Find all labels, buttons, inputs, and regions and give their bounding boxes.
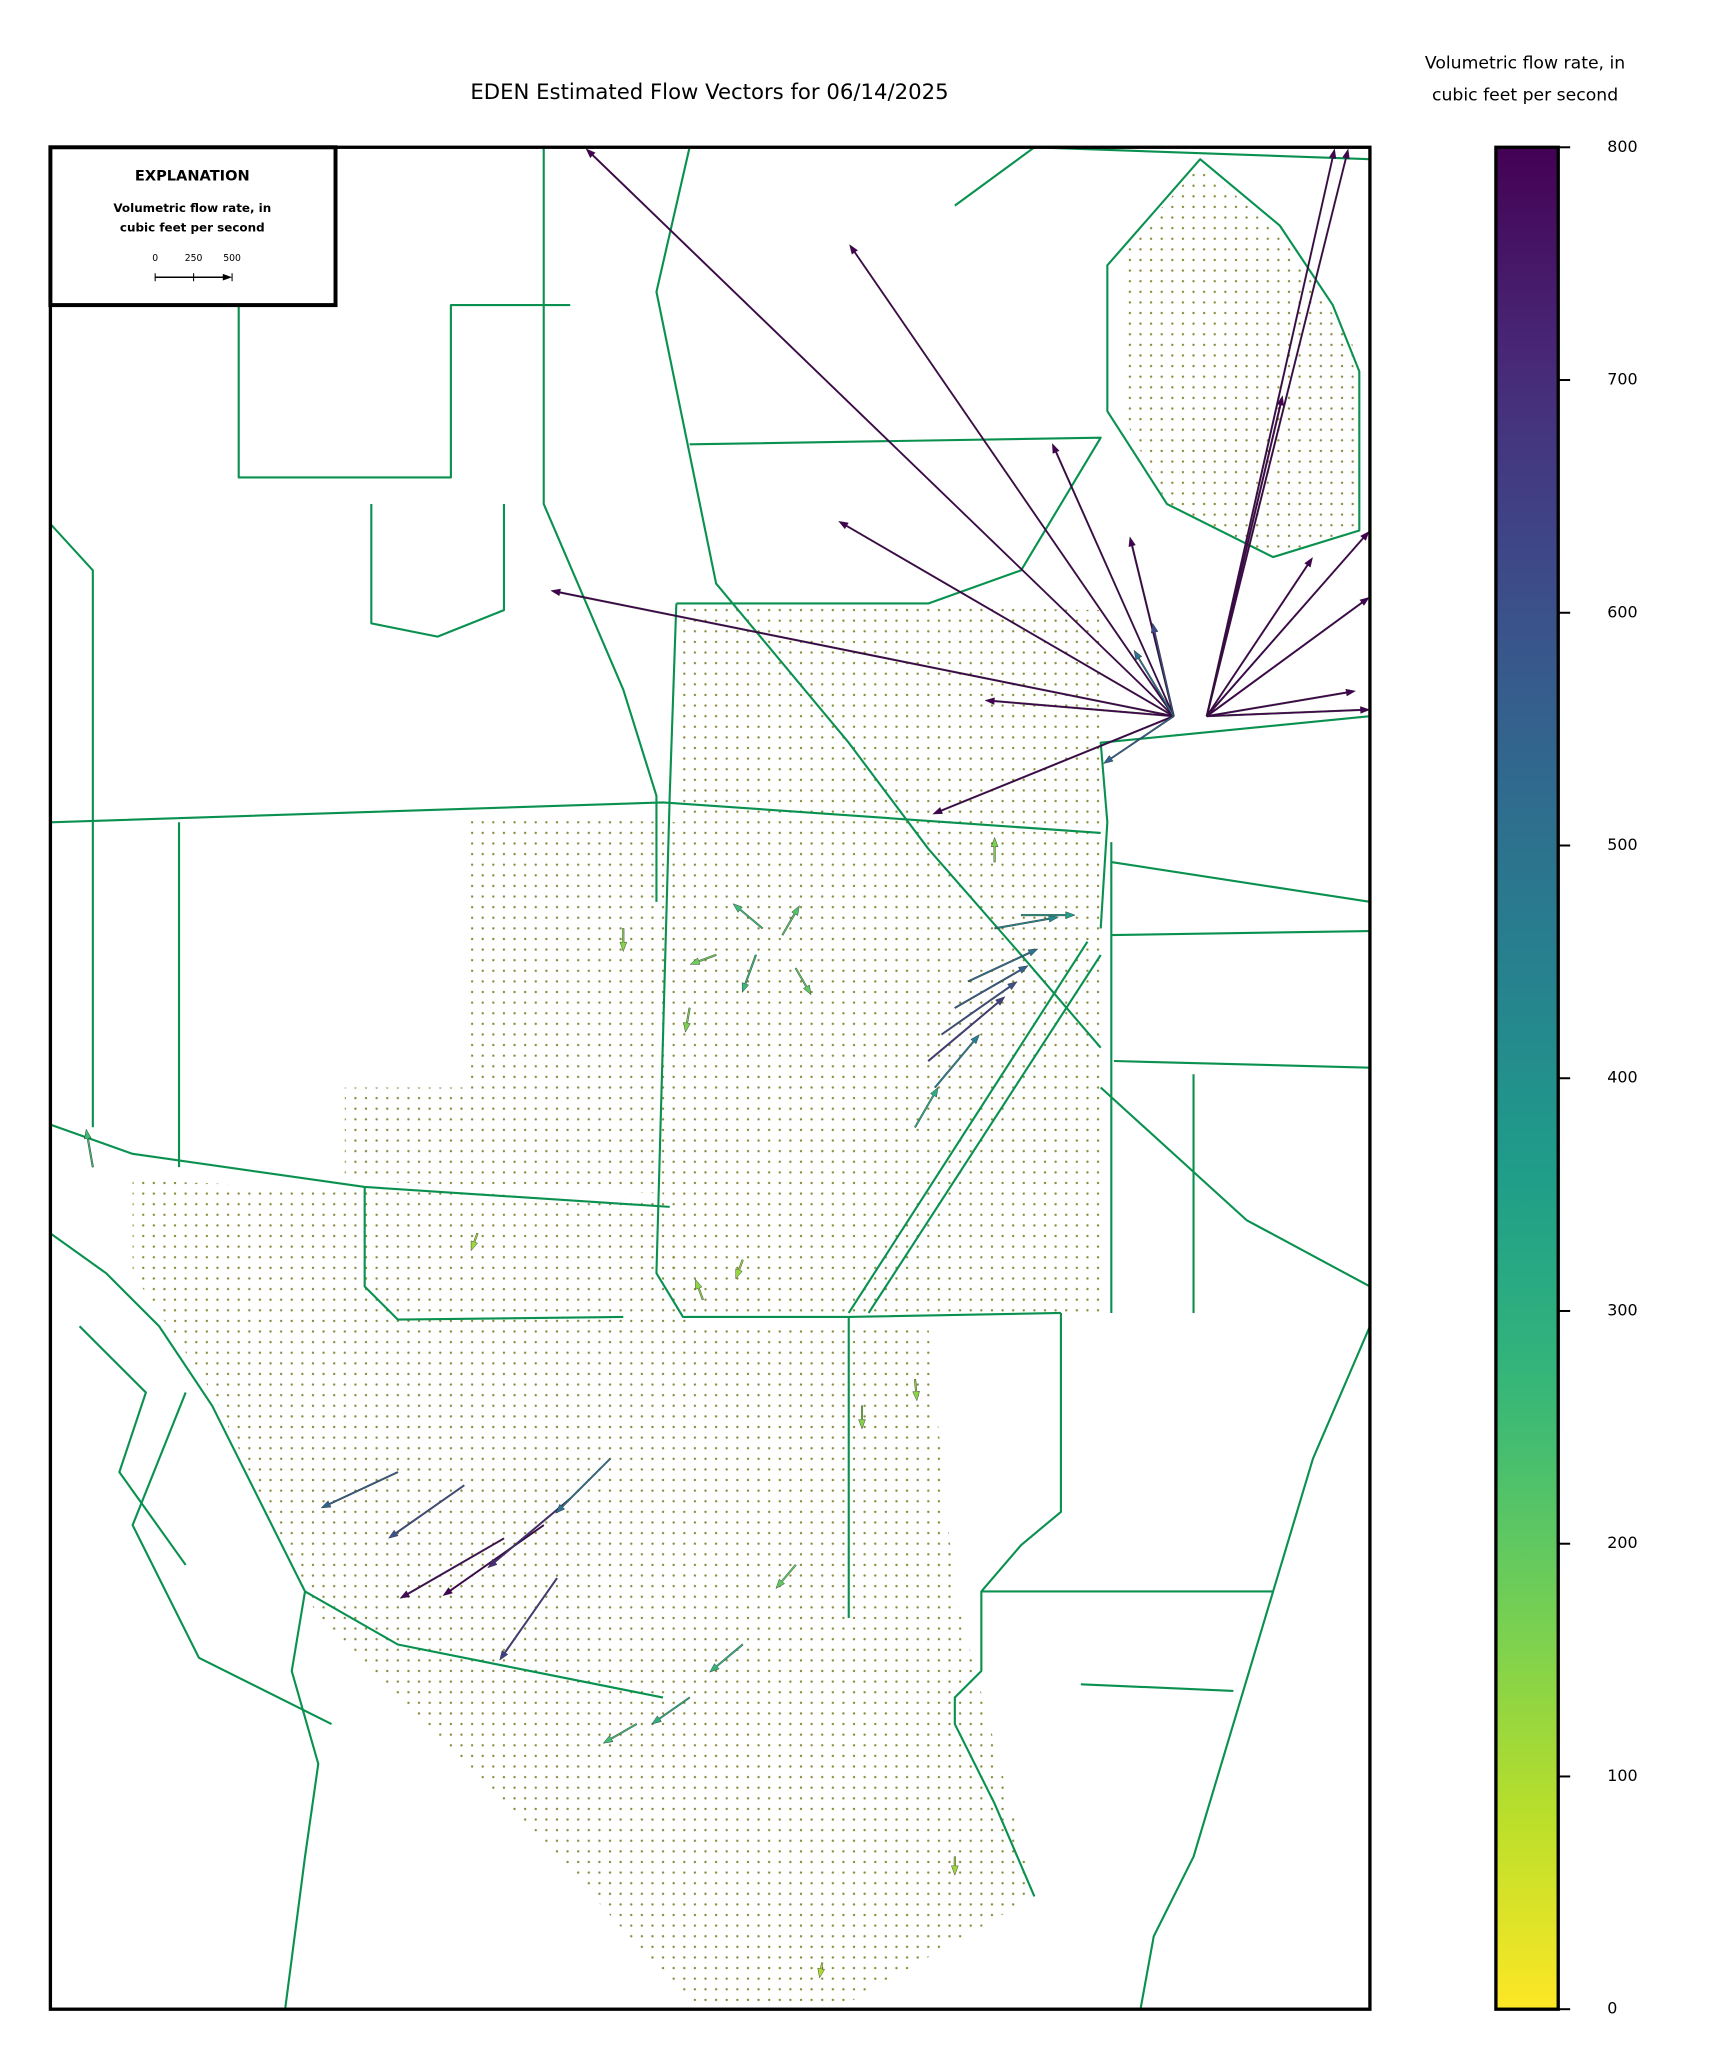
- flow-vector: [1150, 622, 1175, 717]
- flow-vector: [951, 1856, 959, 1876]
- colorbar-tick-label: 700: [1607, 370, 1637, 389]
- flow-vector: [555, 1458, 611, 1514]
- flow-vector: [858, 1405, 866, 1430]
- flow-vector: [399, 1537, 505, 1599]
- flow-vector: [1052, 443, 1175, 717]
- flow-vector: [689, 953, 717, 965]
- colorbar-tick-label: 400: [1607, 1068, 1637, 1087]
- colorbar-tick-label: 500: [1607, 835, 1637, 854]
- flow-vector: [984, 697, 1175, 718]
- scale-arrow: 0 250 500: [152, 253, 241, 282]
- flow-vector: [735, 1259, 744, 1280]
- flow-vector: [1206, 688, 1357, 718]
- flow-vector: [775, 1564, 797, 1589]
- flow-vector: [550, 588, 1175, 718]
- explanation-box: EXPLANATION Volumetric flow rate, in cub…: [48, 145, 338, 308]
- flow-vector: [683, 1007, 691, 1033]
- colorbar-tick-label: 100: [1607, 1766, 1637, 1785]
- map-frame: [48, 145, 1372, 2011]
- flow-vector: [1103, 715, 1175, 764]
- colorbar-label: cubic feet per second: [1432, 86, 1618, 106]
- canals: [50, 147, 1370, 2010]
- colorbar: [1494, 145, 1560, 2011]
- explanation-label: Volumetric flow rate, in: [113, 201, 271, 215]
- explanation-heading: EXPLANATION: [135, 167, 250, 184]
- colorbar-label: Volumetric flow rate, in: [1425, 54, 1625, 74]
- scale-label: 0: [152, 253, 158, 264]
- flow-vector: [1205, 596, 1370, 718]
- flow-vector: [794, 967, 812, 996]
- scale-label: 250: [185, 253, 203, 264]
- flow-vector: [940, 981, 1018, 1036]
- flow-vector: [651, 1696, 691, 1725]
- flow-vector: [1205, 148, 1337, 717]
- colorbar-tick-label: 800: [1607, 137, 1637, 156]
- flow-vector: [695, 1278, 704, 1301]
- flow-vector: [849, 244, 1175, 717]
- colorbar-tick-label: 200: [1607, 1533, 1637, 1552]
- flow-vector: [709, 1643, 744, 1673]
- colorbar-tick-label: 300: [1607, 1300, 1637, 1319]
- flow-vectors: [84, 148, 1370, 1979]
- flow-vector: [927, 996, 1006, 1062]
- flow-vector: [781, 905, 800, 936]
- map-title: EDEN Estimated Flow Vectors for 06/14/20…: [470, 80, 948, 105]
- flow-vector: [932, 715, 1175, 815]
- colorbar-tick-label: 600: [1607, 602, 1637, 621]
- flow-vector: [990, 836, 999, 863]
- flow-vector: [585, 148, 1175, 718]
- flow-vector: [954, 965, 1029, 1009]
- flow-vector: [1020, 911, 1076, 919]
- map: [50, 147, 1370, 2010]
- flow-vector: [619, 928, 628, 953]
- flow-vector: [967, 948, 1039, 983]
- colorbar-ticks: 0 100 200 300 400 500 600 700 800: [1558, 137, 1638, 2018]
- flow-vector: [1205, 556, 1313, 717]
- flow-vector: [732, 903, 764, 930]
- flow-vector: [838, 520, 1175, 718]
- flow-vector: [84, 1128, 94, 1168]
- grid-points: [132, 165, 1360, 2003]
- flow-vector: [499, 1577, 558, 1661]
- flow-vector: [1205, 395, 1284, 717]
- flow-vector: [602, 1723, 638, 1744]
- colorbar-tick-label: 0: [1607, 1999, 1617, 2018]
- flow-vector: [1133, 649, 1175, 717]
- scale-label: 500: [223, 253, 241, 264]
- flow-vector: [1205, 530, 1370, 718]
- flow-vector: [1206, 706, 1370, 718]
- flow-vector: [912, 1378, 920, 1402]
- explanation-label: cubic feet per second: [120, 221, 265, 235]
- flow-vector: [994, 915, 1059, 930]
- scale-head: [222, 273, 233, 281]
- flow-vector: [933, 1034, 980, 1089]
- flow-vector: [470, 1232, 479, 1252]
- flow-vector: [741, 954, 757, 993]
- flow-vector: [817, 1962, 825, 1979]
- flow-vector: [914, 1086, 939, 1128]
- flow-vector: [388, 1484, 465, 1539]
- flow-vector: [320, 1471, 399, 1509]
